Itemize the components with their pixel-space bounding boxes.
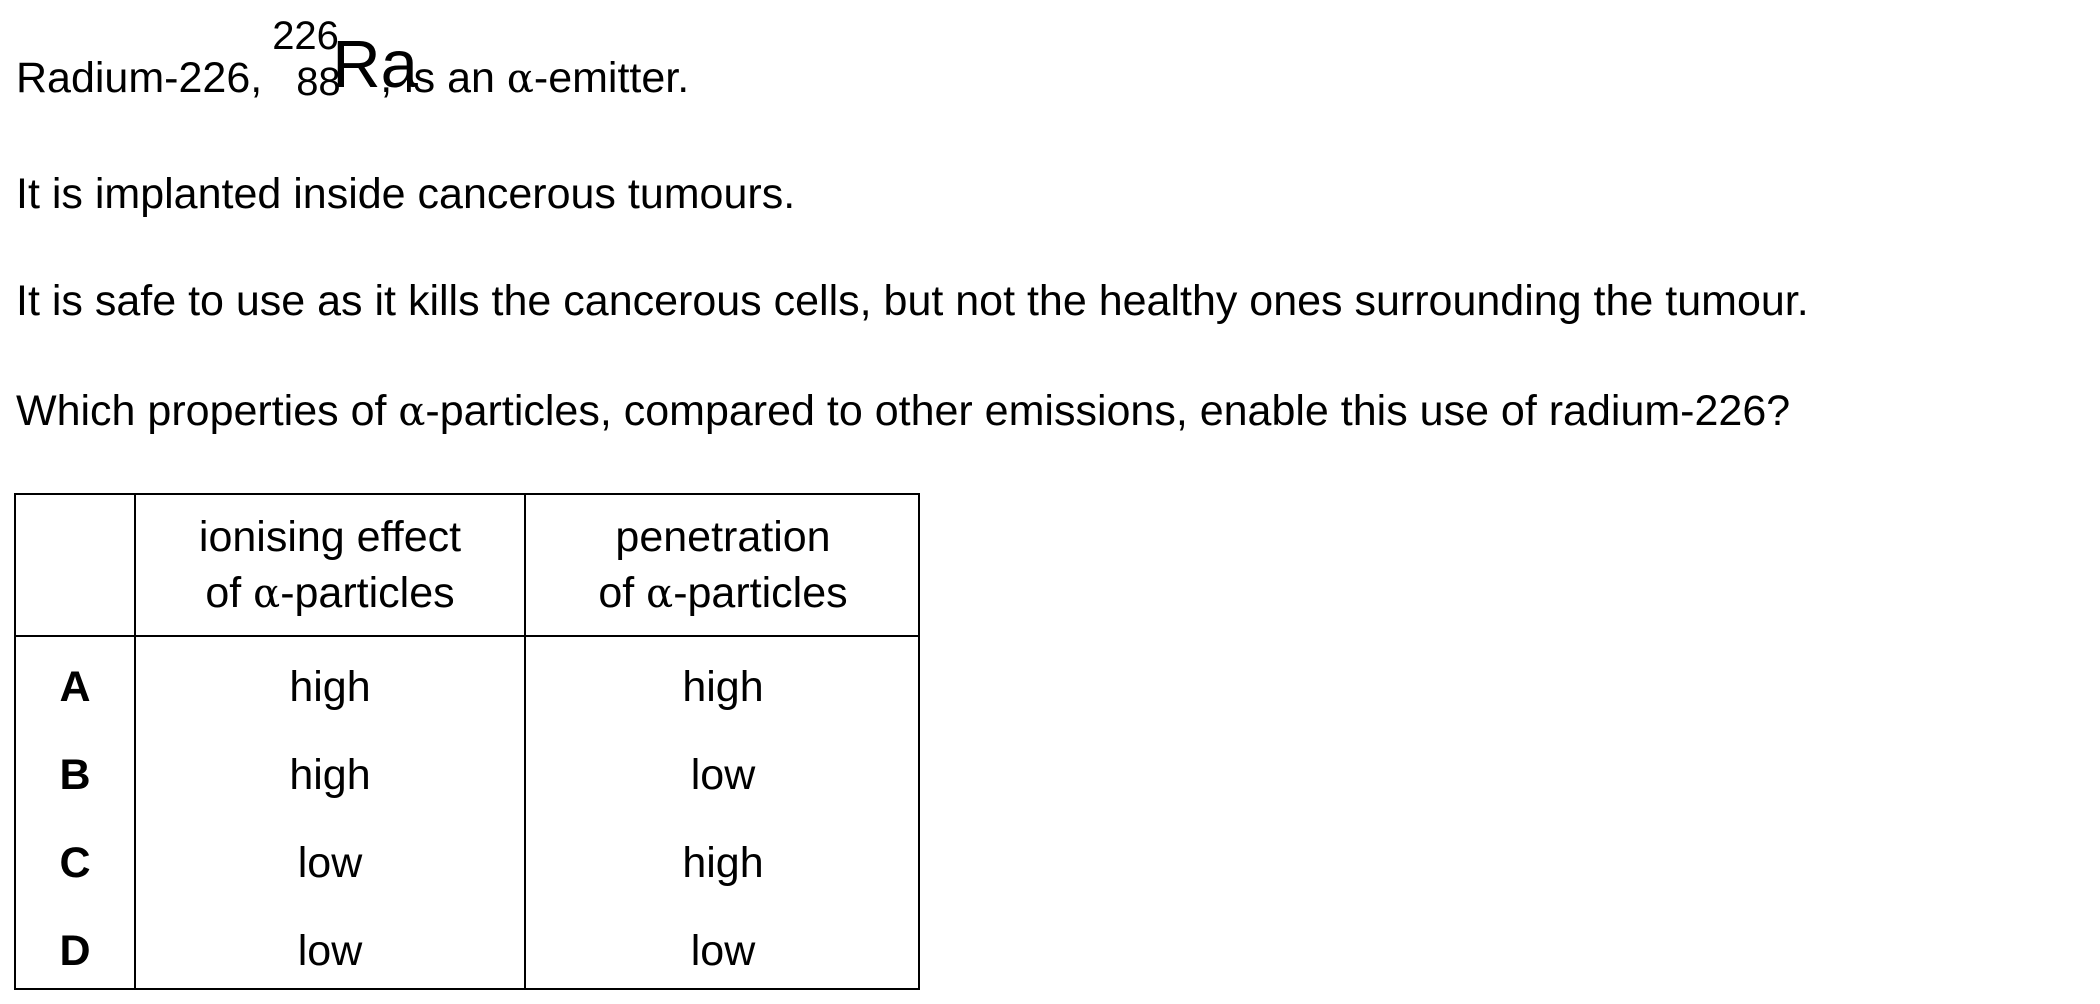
header-penetration-line2: of α-particles bbox=[526, 565, 920, 622]
table-divider bbox=[134, 495, 136, 988]
intro-line-implanted: It is implanted inside cancerous tumours… bbox=[16, 170, 796, 218]
table-header-divider bbox=[16, 635, 918, 637]
header-of: of bbox=[205, 569, 254, 617]
question-prefix: Which properties of bbox=[16, 387, 399, 435]
option-d-penetration: low bbox=[690, 927, 756, 975]
alpha-symbol: α bbox=[506, 56, 534, 102]
header-ionising-effect: ionising effect of α-particles bbox=[136, 509, 524, 622]
intro-emitter: -emitter. bbox=[533, 54, 690, 102]
option-b-penetration: low bbox=[690, 751, 756, 799]
nuclide-notation: 226 88 Ra bbox=[272, 16, 418, 102]
header-penetration-line1: penetration bbox=[615, 513, 831, 561]
header-ionising-line2: of α-particles bbox=[136, 565, 524, 622]
option-letter-c: C bbox=[59, 839, 91, 887]
intro-line-safe: It is safe to use as it kills the cancer… bbox=[16, 277, 1809, 325]
alpha-symbol: α bbox=[398, 389, 426, 435]
alpha-symbol: α bbox=[646, 571, 674, 617]
option-a-ionising: high bbox=[289, 663, 371, 711]
header-penetration: penetration of α-particles bbox=[526, 509, 920, 622]
options-table: ionising effect of α-particles penetrati… bbox=[14, 493, 920, 990]
header-of: of bbox=[598, 569, 647, 617]
intro-is-an: , is an bbox=[380, 54, 507, 102]
mass-number: 226 bbox=[272, 14, 339, 58]
option-letter-b: B bbox=[59, 751, 91, 799]
option-a-penetration: high bbox=[682, 663, 764, 711]
option-d-ionising: low bbox=[297, 927, 363, 975]
intro-line-radium: Radium-226, 226 88 Ra, is an α-emitter. bbox=[16, 16, 690, 105]
alpha-symbol: α bbox=[253, 571, 281, 617]
question-suffix: -particles, compared to other emissions,… bbox=[425, 387, 1791, 435]
option-letter-a: A bbox=[59, 663, 91, 711]
header-particles: -particles bbox=[280, 569, 455, 617]
table-divider bbox=[524, 495, 526, 988]
option-b-ionising: high bbox=[289, 751, 371, 799]
question-text: Which properties of α-particles, compare… bbox=[16, 385, 1790, 438]
option-c-ionising: low bbox=[297, 839, 363, 887]
option-letter-d: D bbox=[59, 927, 91, 975]
header-ionising-line1: ionising effect bbox=[198, 513, 462, 561]
atomic-number: 88 bbox=[296, 60, 341, 104]
element-symbol: Ra bbox=[332, 27, 418, 102]
header-particles: -particles bbox=[673, 569, 848, 617]
intro-radium-label: Radium-226, bbox=[16, 54, 263, 102]
option-c-penetration: high bbox=[682, 839, 764, 887]
